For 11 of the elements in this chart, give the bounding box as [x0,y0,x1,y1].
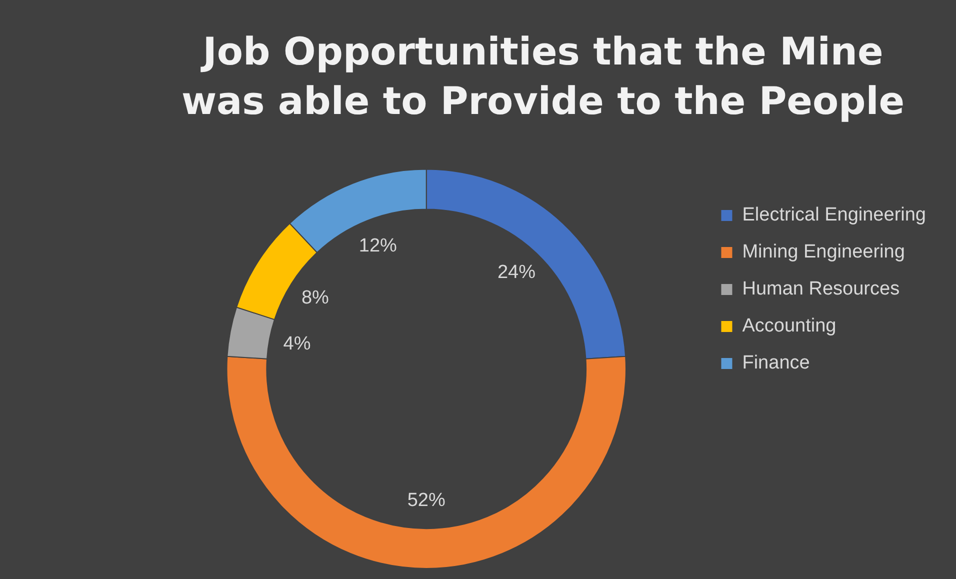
legend-label: Accounting [742,316,836,337]
legend-label: Human Resources [742,278,900,300]
data-label: 4% [283,333,311,354]
data-label: 8% [301,288,330,309]
legend-label: Mining Engineering [742,242,905,263]
legend-label: Finance [742,352,810,374]
chart-title: Job Opportunities that the Mine was able to Provide to the People [181,30,905,123]
data-label: 12% [358,236,398,257]
legend-label: Electrical Engineering [742,204,926,226]
data-label: 24% [497,262,536,284]
data-label: 52% [407,490,446,511]
